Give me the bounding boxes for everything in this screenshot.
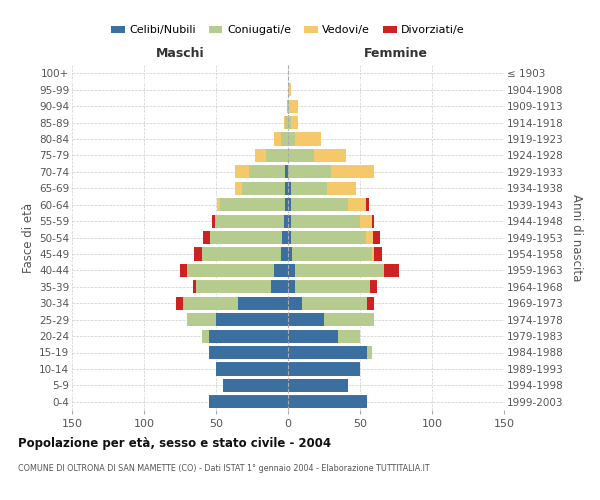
Bar [366, 231, 373, 244]
Bar [285, 198, 288, 211]
Bar [202, 330, 209, 342]
Bar [285, 165, 288, 178]
Bar [288, 248, 292, 260]
Bar [187, 313, 216, 326]
Text: Femmine: Femmine [364, 47, 428, 60]
Bar [284, 214, 288, 228]
Bar [288, 346, 367, 359]
Bar [366, 198, 368, 211]
Bar [202, 248, 281, 260]
Bar [194, 248, 202, 260]
Bar [216, 313, 288, 326]
Bar [180, 264, 187, 277]
Bar [274, 264, 288, 277]
Bar [274, 132, 281, 145]
Bar [349, 198, 366, 211]
Bar [196, 280, 271, 293]
Bar [281, 248, 288, 260]
Bar [288, 362, 360, 376]
Bar [288, 116, 291, 129]
Bar [284, 116, 285, 129]
Bar [292, 248, 371, 260]
Bar [288, 313, 324, 326]
Bar [212, 214, 215, 228]
Bar [238, 296, 288, 310]
Bar [367, 296, 374, 310]
Bar [367, 346, 371, 359]
Bar [288, 149, 314, 162]
Bar [235, 165, 249, 178]
Bar [370, 280, 377, 293]
Bar [282, 231, 288, 244]
Bar [281, 132, 288, 145]
Bar [288, 165, 331, 178]
Bar [331, 165, 374, 178]
Y-axis label: Anni di nascita: Anni di nascita [570, 194, 583, 281]
Bar [360, 214, 371, 228]
Bar [288, 231, 291, 244]
Bar [295, 132, 321, 145]
Bar [288, 83, 291, 96]
Bar [327, 182, 356, 195]
Bar [291, 198, 349, 211]
Bar [216, 362, 288, 376]
Bar [242, 182, 285, 195]
Bar [209, 346, 288, 359]
Bar [314, 149, 346, 162]
Bar [255, 149, 266, 162]
Bar [287, 100, 288, 112]
Bar [249, 165, 285, 178]
Bar [385, 264, 399, 277]
Bar [271, 280, 288, 293]
Bar [288, 296, 302, 310]
Bar [288, 395, 367, 408]
Bar [285, 182, 288, 195]
Text: Maschi: Maschi [155, 47, 205, 60]
Bar [288, 264, 295, 277]
Y-axis label: Fasce di età: Fasce di età [22, 202, 35, 272]
Bar [176, 296, 183, 310]
Bar [302, 296, 367, 310]
Bar [291, 214, 360, 228]
Bar [288, 100, 289, 112]
Bar [203, 231, 210, 244]
Bar [338, 330, 360, 342]
Bar [288, 379, 349, 392]
Bar [371, 214, 374, 228]
Bar [217, 198, 220, 211]
Bar [295, 280, 370, 293]
Bar [288, 198, 291, 211]
Bar [187, 264, 274, 277]
Bar [324, 313, 374, 326]
Bar [291, 231, 366, 244]
Bar [374, 248, 382, 260]
Bar [288, 182, 291, 195]
Bar [235, 182, 242, 195]
Text: Popolazione per età, sesso e stato civile - 2004: Popolazione per età, sesso e stato civil… [18, 438, 331, 450]
Bar [371, 248, 374, 260]
Legend: Celibi/Nubili, Coniugati/e, Vedovi/e, Divorziati/e: Celibi/Nubili, Coniugati/e, Vedovi/e, Di… [112, 26, 464, 36]
Bar [285, 116, 288, 129]
Bar [291, 116, 298, 129]
Bar [209, 395, 288, 408]
Bar [223, 379, 288, 392]
Bar [209, 330, 288, 342]
Text: COMUNE DI OLTRONA DI SAN MAMETTE (CO) - Dati ISTAT 1° gennaio 2004 - Elaborazion: COMUNE DI OLTRONA DI SAN MAMETTE (CO) - … [18, 464, 430, 473]
Bar [288, 330, 338, 342]
Bar [291, 182, 327, 195]
Bar [215, 214, 284, 228]
Bar [210, 231, 282, 244]
Bar [266, 149, 288, 162]
Bar [373, 231, 380, 244]
Bar [289, 100, 298, 112]
Bar [183, 296, 238, 310]
Bar [288, 214, 291, 228]
Bar [295, 264, 385, 277]
Bar [288, 132, 295, 145]
Bar [193, 280, 196, 293]
Bar [220, 198, 285, 211]
Bar [288, 280, 295, 293]
